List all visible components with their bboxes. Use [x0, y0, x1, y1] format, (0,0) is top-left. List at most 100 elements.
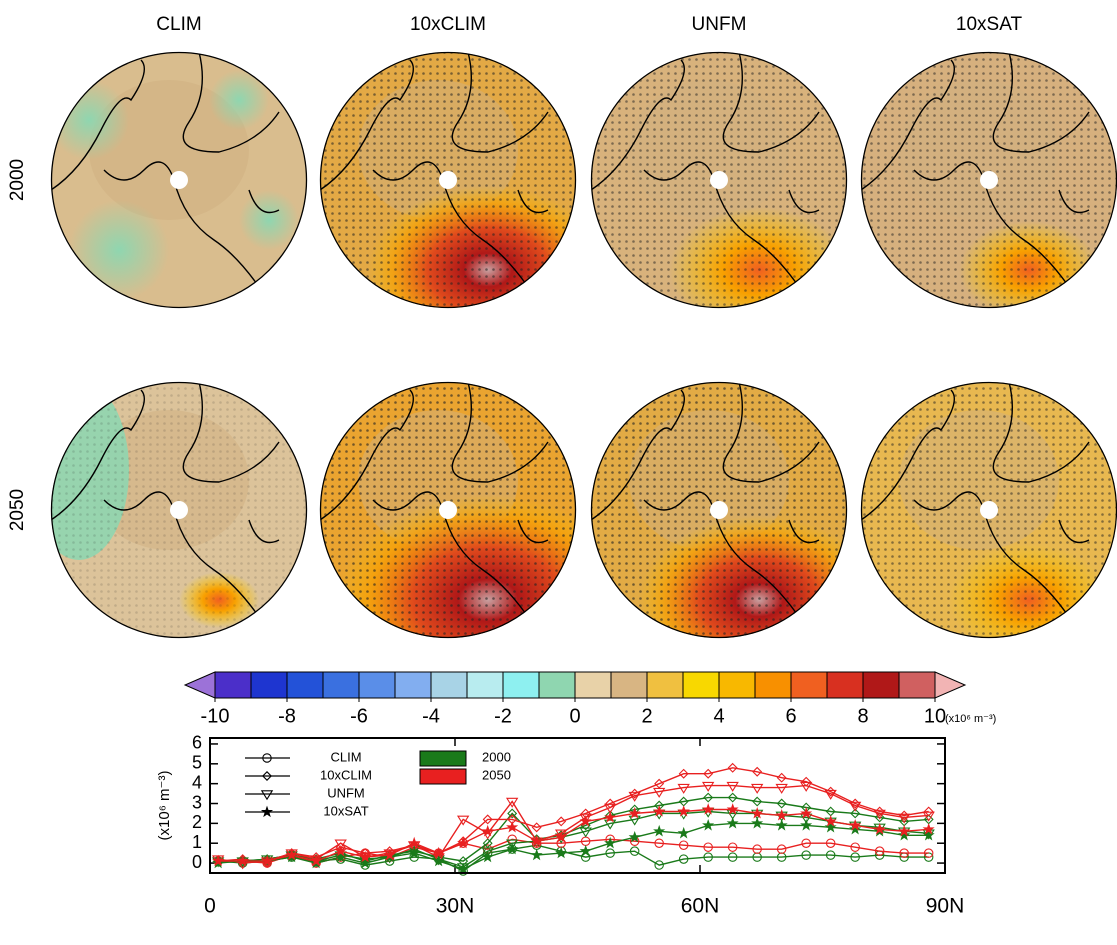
y-tick-label: 4	[192, 772, 202, 792]
colorbar-tick-label: 0	[569, 705, 580, 727]
marker	[728, 805, 737, 814]
pole-hole	[439, 501, 457, 519]
colorbar-box	[791, 672, 827, 698]
marker	[263, 807, 272, 816]
map-content	[861, 382, 1117, 700]
marker	[752, 784, 762, 792]
y-tick-label: 0	[192, 852, 202, 872]
map-content	[861, 52, 1117, 370]
colorbar-tick-label: 2	[641, 705, 652, 727]
column-title: UNFM	[692, 14, 747, 35]
map-panel	[861, 52, 1117, 370]
colorbar-tick-label: -2	[494, 705, 512, 727]
colorbar-box	[431, 672, 467, 698]
column-title: 10xCLIM	[410, 14, 486, 35]
colorbar-box	[359, 672, 395, 698]
pole-hole	[170, 501, 188, 519]
legend-swatch	[420, 769, 466, 784]
pole-hole	[710, 501, 728, 519]
x-tick-label: 60N	[681, 895, 720, 918]
page: CLIM10xCLIMUNFM10xSAT20002050-10-8-6-4-2…	[0, 0, 1117, 945]
marker	[727, 782, 737, 790]
colorbar-unit: (x10⁶ m⁻³)	[945, 713, 996, 725]
map-panel	[861, 382, 1117, 700]
colorbar-box	[611, 672, 647, 698]
figure: CLIM10xCLIMUNFM10xSAT20002050-10-8-6-4-2…	[0, 0, 1117, 945]
marker	[776, 784, 786, 792]
colorbar-tick-label: 4	[713, 705, 724, 727]
colorbar-box	[647, 672, 683, 698]
marker	[703, 782, 713, 790]
y-axis-label: (x10⁶ m⁻³)	[156, 771, 173, 841]
marker	[557, 848, 566, 857]
marker	[704, 821, 713, 830]
colorbar-box	[827, 672, 863, 698]
legend-label: 2000	[482, 749, 511, 764]
legend-label: 10xSAT	[323, 803, 368, 818]
teal-patch	[209, 70, 269, 130]
colorbar-box	[899, 672, 935, 698]
map-panel	[591, 382, 879, 700]
marker	[679, 829, 688, 838]
marker	[802, 809, 811, 818]
colorbar-box	[215, 672, 251, 698]
marker	[753, 819, 762, 828]
marker	[802, 821, 811, 830]
colorbar-box	[683, 672, 719, 698]
colorbar-over	[935, 672, 965, 698]
pole-hole	[710, 171, 728, 189]
colorbar-box	[287, 672, 323, 698]
colorbar-box	[395, 672, 431, 698]
x-tick-label: 90N	[926, 895, 965, 918]
marker	[777, 821, 786, 830]
colorbar-tick-label: 8	[857, 705, 868, 727]
row-label: 2000	[7, 159, 28, 201]
map-panel	[320, 52, 608, 370]
row-label: 2050	[7, 489, 28, 531]
marker	[655, 827, 664, 836]
teal-patch	[239, 190, 299, 250]
y-tick-label: 3	[192, 792, 202, 812]
colorbar-tick-label: -10	[201, 705, 230, 727]
map-content	[29, 380, 307, 700]
column-title: 10xSAT	[956, 14, 1023, 35]
y-tick-label: 5	[192, 753, 202, 773]
legend-label: UNFM	[327, 785, 365, 800]
colorbar-tick-label: 10	[924, 705, 946, 727]
legend-swatch	[420, 751, 466, 766]
map-panel	[320, 382, 638, 705]
teal-patch	[49, 80, 129, 160]
map-panel	[29, 380, 307, 700]
pole-hole	[170, 171, 188, 189]
map-content	[320, 382, 638, 705]
marker	[728, 819, 737, 828]
pole-hole	[980, 171, 998, 189]
x-tick-label: 0	[204, 895, 216, 918]
y-tick-label: 2	[192, 812, 202, 832]
map-content	[320, 52, 608, 370]
map-content	[49, 52, 307, 370]
series-line	[218, 812, 929, 868]
legend-label: 10xCLIM	[320, 767, 372, 782]
legend-label: 2050	[482, 767, 511, 782]
map-panel	[591, 52, 849, 370]
colorbar-tick-label: -6	[350, 705, 368, 727]
colorbar-tick-label: -8	[278, 705, 296, 727]
column-title: CLIM	[156, 14, 201, 35]
y-tick-label: 1	[192, 832, 202, 852]
map-content	[591, 52, 849, 370]
legend-label: CLIM	[330, 749, 361, 764]
colorbar-under	[185, 672, 215, 698]
map-content	[591, 382, 879, 700]
marker	[924, 825, 933, 834]
colorbar-tick-label: -4	[422, 705, 440, 727]
pole-hole	[439, 171, 457, 189]
colorbar-tick-label: 6	[785, 705, 796, 727]
marker	[262, 791, 272, 799]
colorbar-box	[539, 672, 575, 698]
y-tick-label: 6	[192, 733, 202, 753]
x-tick-label: 30N	[436, 895, 475, 918]
colorbar-box	[719, 672, 755, 698]
colorbar-box	[467, 672, 503, 698]
marker	[630, 833, 639, 842]
